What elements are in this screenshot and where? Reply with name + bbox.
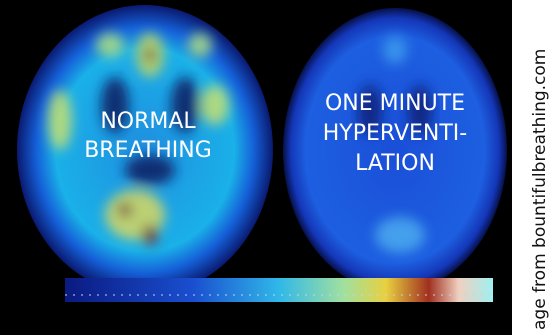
scan-label: LATION [355,151,435,176]
image: NORMAL BREATHING ONE MINUTE HYPERVENTI- … [0,0,560,335]
scan-label: BREATHING [84,138,212,163]
image-credit: age from bountifulbreathing.com [530,49,550,330]
color-scale [65,278,493,302]
scan-label: NORMAL [100,109,196,134]
scan-label: ONE MINUTE [325,91,465,116]
right-brain [283,8,507,292]
scan-label: HYPERVENTI- [323,121,468,146]
screenshot: NORMAL BREATHING ONE MINUTE HYPERVENTI- … [0,0,560,335]
